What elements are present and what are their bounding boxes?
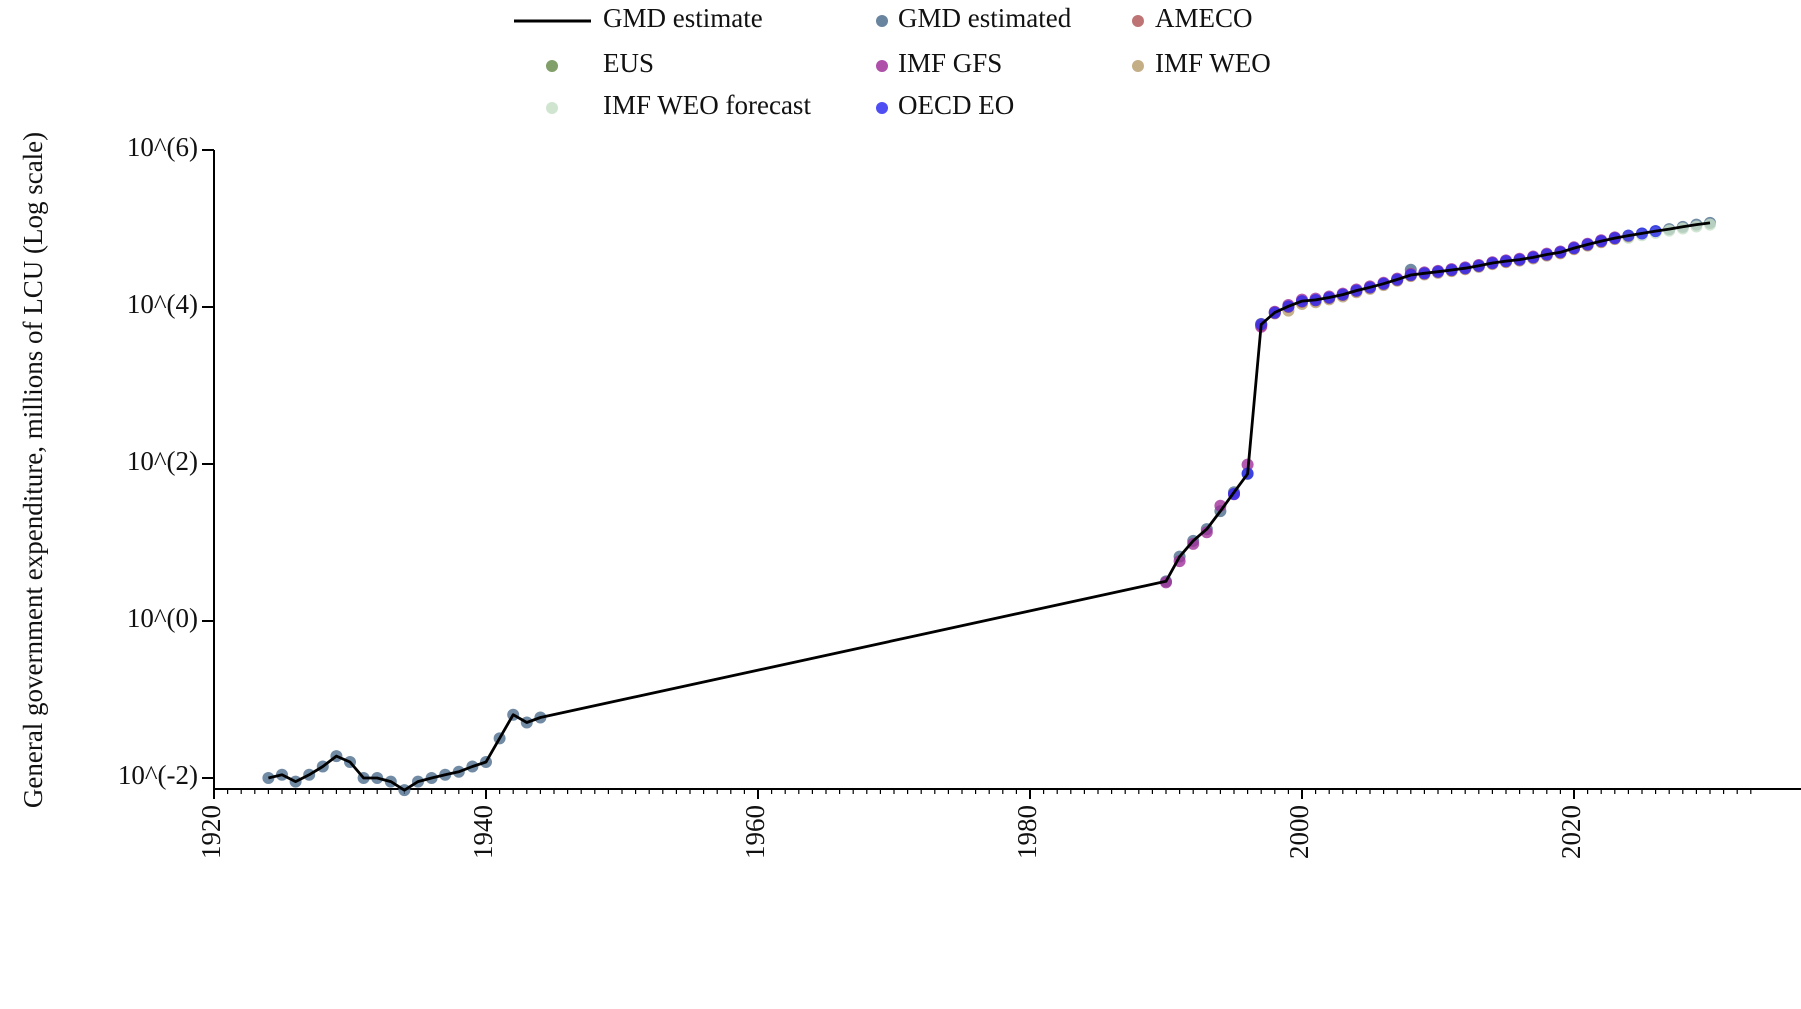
y-tick-label: 10^(4) [127, 289, 198, 319]
legend-marker-swatch [876, 60, 888, 72]
legend-item-gmd-estimate: GMD estimate [514, 3, 763, 33]
y-tick-label: 10^(2) [127, 446, 198, 476]
point-imf-gfs [1200, 526, 1213, 539]
line-gmd-estimate [268, 221, 1711, 792]
legend-label: IMF WEO [1155, 48, 1271, 78]
y-ticks: 10^(-2) 10^(0) 10^(2) 10^(4) 10^(6) [118, 132, 214, 790]
legend-marker-swatch [546, 60, 558, 72]
legend-label: GMD estimated [898, 3, 1072, 33]
legend-marker-swatch [1132, 60, 1144, 72]
y-tick-label: 10^(0) [127, 603, 198, 633]
x-tick-label: 1960 [740, 805, 770, 859]
legend-marker-swatch [876, 15, 888, 27]
legend-item-gmd-estimated: GMD estimated [876, 3, 1072, 33]
legend-item-imf-gfs: IMF GFS [876, 48, 1002, 78]
x-tick-label: 1940 [468, 805, 498, 859]
x-tick-label: 2020 [1556, 805, 1586, 859]
series-group [262, 216, 1716, 797]
legend-item-ameco: AMECO [1132, 3, 1253, 33]
legend-label: AMECO [1155, 3, 1253, 33]
y-tick-label: 10^(6) [127, 132, 198, 162]
legend-marker-swatch [546, 102, 558, 114]
x-tick-label: 1980 [1012, 805, 1042, 859]
legend-label: OECD EO [898, 90, 1014, 120]
x-tick-label: 1920 [196, 805, 226, 859]
plot-area [262, 216, 1716, 797]
legend-item-imf-weo-forecast: IMF WEO forecast [546, 90, 811, 120]
point-imf-gfs [1187, 537, 1200, 550]
legend-label: GMD estimate [603, 3, 763, 33]
axes: 1920 1940 1960 1980 2000 2020 10^(-2)10^(0)10… [18, 132, 1801, 859]
legend-label: IMF WEO forecast [603, 90, 811, 120]
x-tick-label: 2000 [1284, 805, 1314, 859]
legend-marker-swatch [1132, 15, 1144, 27]
x-ticks: 1920 1940 1960 1980 2000 2020 [196, 789, 1586, 859]
legend-item-oecd-eo: OECD EO [876, 90, 1014, 120]
y-tick-label: 10^(-2) [118, 760, 198, 790]
y-axis-title: General government expenditure, millions… [18, 132, 48, 808]
legend-label: IMF GFS [898, 48, 1002, 78]
point-imf-weo-forecast [1704, 218, 1716, 231]
legend-marker-swatch [876, 102, 888, 114]
legend: GMD estimate GMD estimated AMECO EUS IMF GFS… [514, 3, 1271, 120]
legend-item-imf-weo: IMF WEO [1132, 48, 1271, 78]
legend-item-eus: EUS [546, 48, 654, 78]
x-minor-ticks [227, 789, 1752, 794]
legend-label: EUS [603, 48, 654, 78]
